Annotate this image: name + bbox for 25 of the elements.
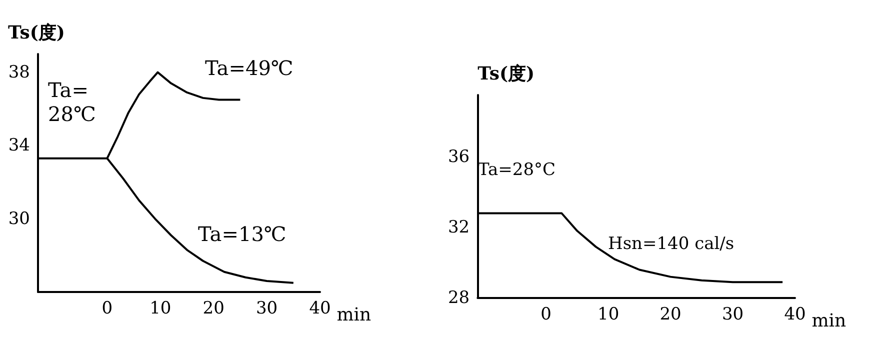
y-axis-title: Ts(度) [478,64,535,84]
x-tick-label: 0 [102,298,113,318]
annotation: Hsn=140 cal/s [608,234,734,254]
x-tick-label: 30 [256,298,278,318]
x-tick-label: 10 [597,304,620,324]
y-tick-label: 36 [448,146,470,167]
x-tick-label: 40 [309,298,331,318]
x-axis-title: min [812,310,847,332]
x-tick-label: 20 [202,298,224,318]
y-tick-label: 28 [448,288,470,308]
y-tick-label: 38 [8,62,30,82]
x-tick-label: 30 [722,304,744,324]
y-tick-label: 32 [448,217,470,238]
y-axis-title: Ts(度) [8,22,65,44]
annotation: Ta=49℃ [205,56,294,80]
annotation: Ta=28°C [478,160,556,180]
y-tick-label: 34 [8,136,30,156]
x-tick-label: 10 [150,298,172,318]
x-axis-title: min [336,304,372,326]
x-tick-label: 0 [540,304,552,324]
x-tick-label: 40 [784,304,806,324]
y-tick-label: 30 [8,208,30,229]
annotation: Ta= 28℃ [48,78,96,126]
x-tick-label: 20 [660,304,682,324]
annotation: Ta=13℃ [198,222,286,246]
